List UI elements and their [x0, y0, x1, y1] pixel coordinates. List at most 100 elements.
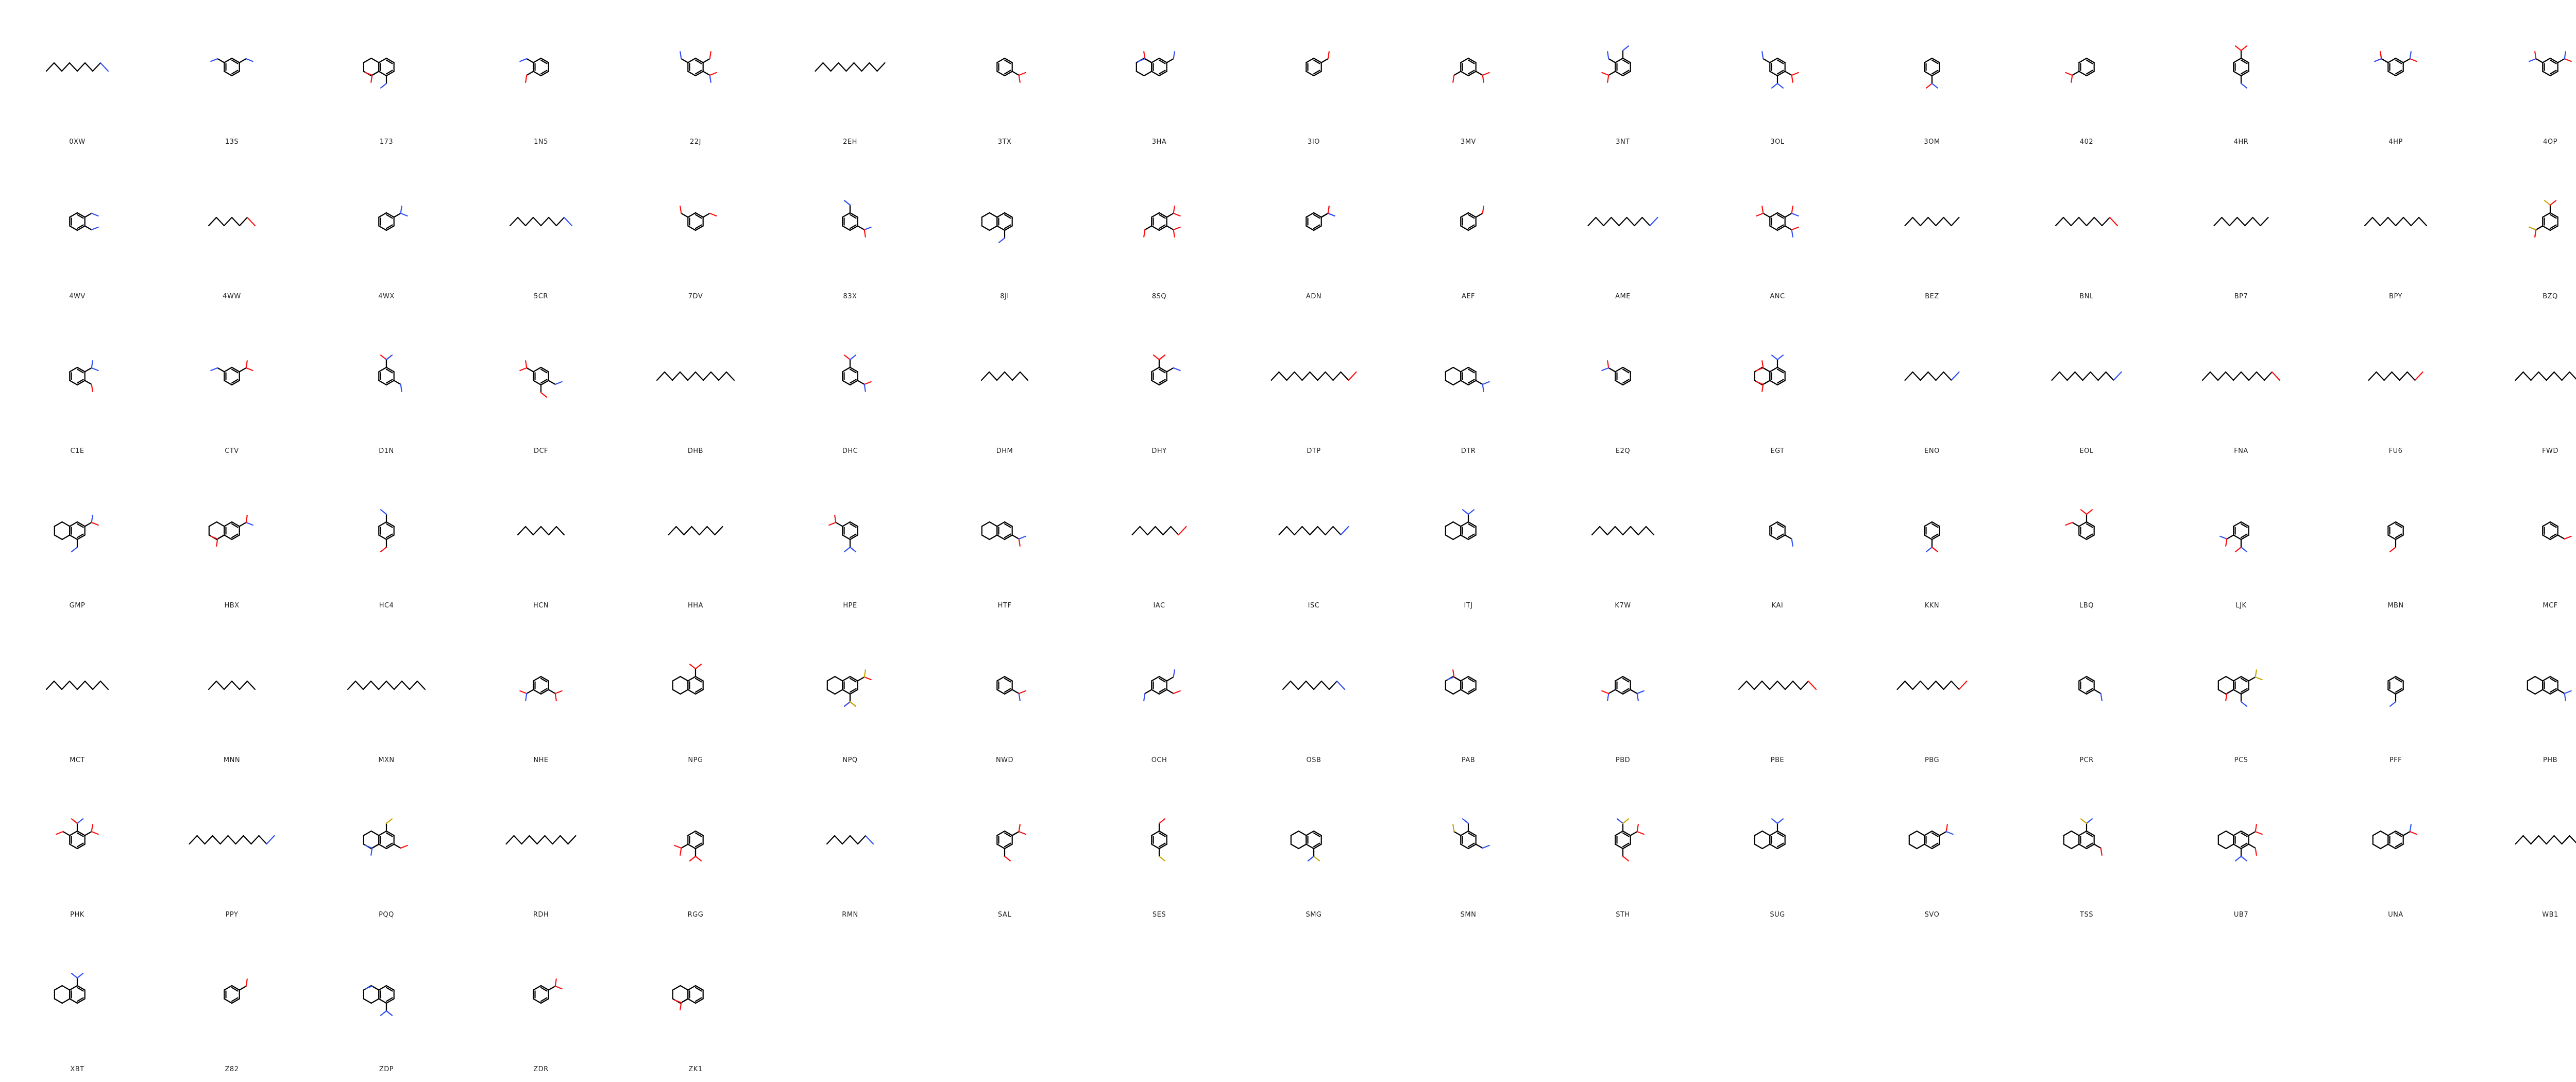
substituent-bond: [1608, 71, 1616, 76]
ring-bond: [224, 57, 233, 63]
chain-bond: [1282, 680, 1292, 690]
ring-bond: [2086, 521, 2095, 527]
ligand-code-label: DHY: [1151, 447, 1167, 455]
chain-bond: [69, 680, 78, 690]
molecule-structure: [505, 835, 577, 845]
chain-bond: [1340, 371, 1349, 381]
ligand-cell: RGG: [618, 773, 773, 927]
chain-bond: [1309, 526, 1318, 536]
heteroatom-bond: [1791, 74, 1793, 83]
heteroatom-bond: [1482, 72, 1490, 76]
ring-bond: [2549, 675, 2558, 682]
substituent-bond: [1011, 71, 1020, 76]
chain-bond: [2217, 371, 2227, 381]
ring-bond: [2071, 830, 2080, 836]
chain-bond: [656, 371, 666, 381]
ring-bond: [1467, 534, 1477, 540]
substituent-bond: [1475, 843, 1483, 849]
heteroatom-bond: [1791, 226, 1799, 231]
chain-bond: [1904, 216, 1913, 227]
heteroatom-bond: [554, 381, 563, 385]
chain-bond: [223, 680, 233, 690]
heteroatom-bond: [680, 1002, 682, 1010]
ligand-cell: E2Q: [1546, 309, 1700, 464]
ring-bond: [842, 380, 851, 386]
chain-bond: [1611, 216, 1620, 227]
ring-bond: [672, 675, 681, 682]
molecule-structure: [363, 57, 395, 89]
ring-bond: [694, 675, 704, 682]
heteroatom-bond: [400, 383, 402, 392]
ligand-cell: DTP: [1236, 309, 1391, 464]
ring-bond: [76, 225, 86, 231]
chain-bond: [671, 371, 681, 381]
chain-bond: [1807, 680, 1817, 690]
substituent-bond: [681, 998, 689, 1004]
ligand-cell: HC4: [309, 464, 464, 618]
heteroatom-bond: [1462, 818, 1469, 824]
chain-bond: [1286, 371, 1295, 381]
ring-bond: [2078, 71, 2088, 77]
chain-bond: [2515, 835, 2524, 845]
ring-bond: [1313, 71, 1322, 77]
substituent-bond: [1453, 71, 1462, 76]
ring-bond: [1313, 57, 1322, 63]
chain-bond: [1286, 526, 1295, 536]
chain-bond: [401, 680, 411, 690]
chain-bond: [841, 835, 851, 845]
chain-bond: [1317, 526, 1326, 536]
molecule-structure: [1445, 669, 1477, 695]
heteroatom-bond: [2374, 58, 2382, 62]
chain-bond: [540, 526, 550, 536]
heteroatom-bond: [1482, 383, 1484, 392]
molecule-structure: [519, 360, 563, 398]
heteroatom-bond: [245, 515, 248, 523]
chain-bond: [227, 835, 236, 845]
chain-bond: [2271, 371, 2281, 381]
molecule-structure: [1143, 206, 1181, 238]
chain-bond: [555, 216, 565, 227]
substituent-bond: [1630, 689, 1638, 695]
chain-bond: [239, 216, 248, 227]
ring-bond: [69, 830, 78, 836]
ring-bond: [996, 212, 1006, 218]
substituent-bond: [2557, 689, 2565, 695]
ring-bond: [1622, 57, 1631, 63]
substituent-bond: [239, 367, 247, 373]
ring-bond: [2217, 830, 2227, 836]
ring-bond: [694, 212, 704, 218]
ring-bond: [694, 57, 704, 63]
ring-bond: [76, 830, 86, 836]
ring-bond: [1924, 71, 1933, 77]
molecule-structure: [1756, 206, 1799, 238]
heteroatom-bond: [2564, 535, 2572, 540]
ring-bond: [1290, 843, 1299, 850]
aromatic-bond: [1467, 368, 1475, 374]
aromatic-bond: [2086, 523, 2093, 528]
ligand-code-label: HCN: [533, 602, 549, 610]
aromatic-bond: [540, 379, 548, 384]
substituent-bond: [1608, 58, 1616, 63]
chain-bond: [2561, 835, 2570, 845]
ligand-cell: SAL: [927, 773, 1082, 927]
chain-bond: [1943, 216, 1952, 227]
ligand-cell: CTV: [155, 309, 309, 464]
chain-bond: [84, 680, 94, 690]
ring-bond: [1158, 212, 1167, 218]
chain-bond: [1792, 680, 1802, 690]
chain-bond: [2561, 371, 2570, 381]
chain-bond: [2066, 371, 2076, 381]
chain-bond: [2538, 371, 2547, 381]
ligand-code-label: ANC: [1770, 293, 1785, 300]
ligand-code-label: SES: [1152, 911, 1166, 919]
aromatic-bond: [2240, 533, 2248, 538]
ligand-cell: 4WW: [155, 155, 309, 309]
molecule-structure: [2233, 45, 2249, 89]
ring-bond: [1467, 380, 1477, 386]
ligand-cell: BNL: [2009, 155, 2164, 309]
ligand-code-label: PFF: [2389, 756, 2402, 764]
chain-bond: [861, 62, 870, 72]
ring-bond: [1776, 71, 1786, 77]
ligand-code-label: PBE: [1770, 756, 1785, 764]
ring-bond: [1615, 675, 1624, 682]
